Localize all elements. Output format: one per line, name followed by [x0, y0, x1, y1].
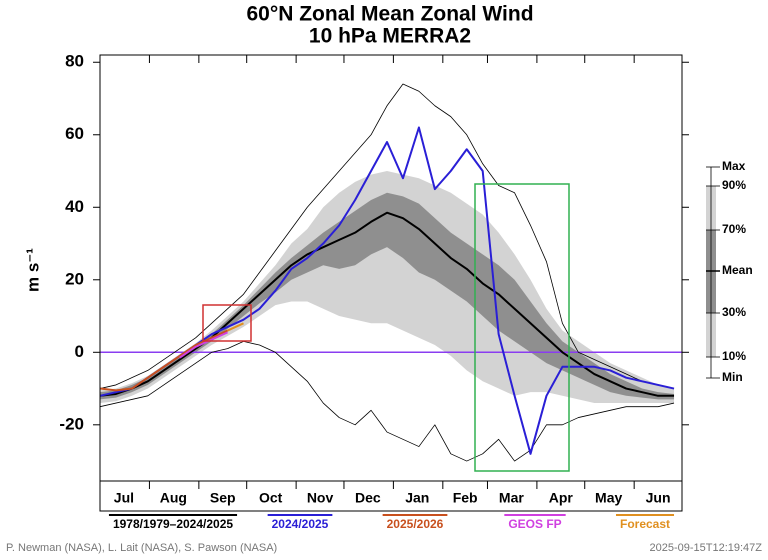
x-tick-label: Oct: [259, 490, 283, 506]
x-tick-label: Mar: [499, 490, 524, 506]
y-tick-label: 40: [65, 197, 84, 216]
credit: P. Newman (NASA), L. Lait (NASA), S. Paw…: [6, 542, 277, 554]
x-tick-label: Jan: [405, 490, 429, 506]
legend-label: Mean: [722, 263, 753, 277]
y-tick-label: 60: [65, 124, 84, 143]
x-tick-label: Jul: [114, 490, 134, 506]
x-tick-label: Aug: [160, 490, 187, 506]
y-tick-label: 0: [75, 342, 84, 361]
x-tick-label: Sep: [210, 490, 236, 506]
legend-label: Min: [722, 370, 743, 384]
chart-subtitle: 10 hPa MERRA2: [309, 25, 471, 48]
legend-label: Forecast: [620, 517, 670, 531]
legend-label: 10%: [722, 349, 746, 363]
legend-label: 30%: [722, 305, 746, 319]
legend-label: 90%: [722, 178, 746, 192]
series-line: [99, 341, 675, 462]
highlight-box: [474, 183, 570, 472]
timestamp: 2025-09-15T12:19:47Z: [649, 542, 762, 554]
legend-label: 2024/2025: [272, 517, 329, 531]
x-tick-label: Apr: [549, 490, 574, 506]
x-tick-label: Jun: [646, 490, 671, 506]
series-line: [99, 83, 675, 389]
series-line: [227, 322, 244, 332]
legend-label: GEOS FP: [508, 517, 561, 531]
x-tick-label: Dec: [355, 490, 381, 506]
series-line: [99, 329, 228, 392]
highlight-box: [202, 304, 252, 342]
month-strip: [99, 480, 683, 512]
y-tick-label: 80: [65, 52, 84, 71]
legend-label: 70%: [722, 222, 746, 236]
legend-label: 1978/1979–2024/2025: [113, 517, 233, 531]
series-line: [179, 331, 228, 359]
chart-title: 60°N Zonal Mean Zonal Wind: [246, 3, 533, 26]
legend-label: Max: [722, 159, 746, 173]
x-tick-label: May: [595, 490, 622, 506]
y-tick-label: 20: [65, 269, 84, 288]
legend-label: 2025/2026: [387, 517, 444, 531]
y-axis-label: m s⁻¹: [23, 248, 42, 292]
series-line: [99, 211, 675, 397]
x-tick-label: Nov: [307, 490, 334, 506]
percentile-band: [100, 192, 675, 400]
y-tick-label: -20: [59, 414, 84, 433]
x-tick-label: Feb: [453, 490, 478, 506]
